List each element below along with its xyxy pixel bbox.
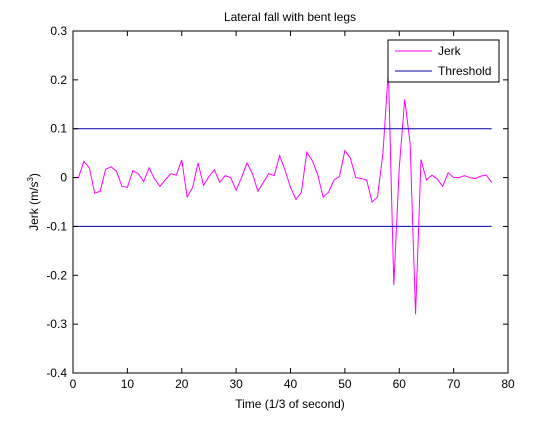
y-tick-label: -0.3 (46, 317, 67, 331)
legend-box (387, 39, 500, 83)
y-tick-label: -0.2 (46, 268, 67, 282)
x-tick-label: 60 (393, 377, 407, 391)
series-line-jerk (73, 70, 493, 315)
x-axis-label: Time (1/3 of second) (235, 397, 345, 411)
x-tick-label: 70 (447, 377, 461, 391)
y-tick-label: 0.1 (50, 122, 67, 136)
y-tick-label: 0 (60, 171, 67, 185)
legend-label-threshold: Threshold (438, 64, 491, 78)
y-axis-label-superscript: 3 (26, 177, 35, 182)
x-tick-label: 40 (284, 377, 298, 391)
y-axis-label-tail: ) (27, 173, 41, 177)
ticks-layer: 0 10 20 30 40 50 60 70 80 -0.4 -0.3 -0.2 -0.1 0 0.1 0.2… (46, 24, 515, 391)
series-layer (73, 70, 493, 315)
x-tick-label: 30 (229, 377, 243, 391)
x-tick-label: 10 (121, 377, 135, 391)
chart-title: Lateral fall with bent legs (224, 10, 356, 24)
x-tick-label: 50 (338, 377, 352, 391)
x-tick-label: 80 (501, 377, 515, 391)
legend: Jerk Threshold (387, 39, 500, 83)
y-tick-label: -0.4 (46, 366, 67, 380)
y-tick-label: -0.1 (46, 219, 67, 233)
x-tick-label: 20 (175, 377, 189, 391)
y-tick-label: 0.2 (50, 73, 67, 87)
y-tick-label: 0.3 (50, 24, 67, 38)
y-axis-label: Jerk (m/s3) (26, 173, 41, 231)
legend-label-jerk: Jerk (438, 44, 462, 58)
y-axis-label-main: Jerk (m/s (27, 182, 41, 231)
x-tick-label: 0 (70, 377, 77, 391)
